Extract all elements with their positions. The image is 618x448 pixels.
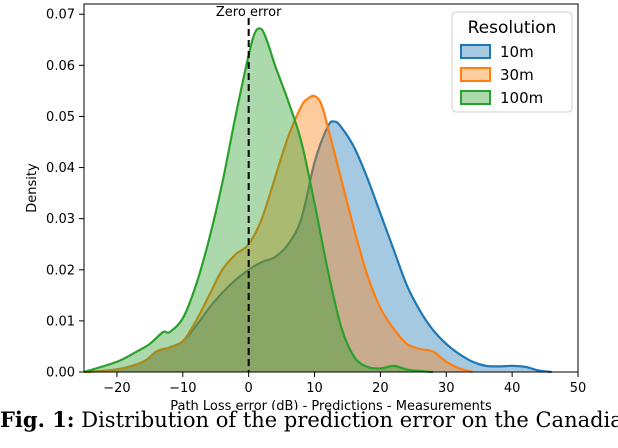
y-tick-label: 0.04 — [46, 161, 75, 176]
y-tick-label: 0.00 — [46, 366, 75, 381]
series-line-10m — [83, 120, 552, 374]
y-tick-label: 0.03 — [46, 212, 75, 227]
y-axis: 0.00 0.01 0.02 0.03 0.04 0.05 0.06 0.07 — [46, 8, 84, 381]
density-plot: Zero error −20 −10 0 10 20 30 40 50 0.000.010.0… — [25, 3, 586, 414]
series-area-10m — [84, 121, 552, 372]
legend-swatch-100m — [460, 90, 491, 105]
series-area-100m — [84, 28, 434, 372]
x-tick-label: −20 — [103, 381, 130, 396]
legend-swatch-10m — [460, 44, 491, 59]
series-layer — [83, 27, 552, 374]
legend-label-30m: 30m — [500, 66, 534, 84]
figure-caption: Fig. 1: Distribution of the prediction e… — [0, 407, 618, 448]
figure-caption-label: Fig. 1: — [0, 407, 75, 432]
legend-title: Resolution — [468, 18, 557, 38]
y-tick-label: 0.06 — [46, 59, 75, 74]
legend-label-100m: 100m — [500, 89, 543, 107]
zero-error-annotation: Zero error — [216, 5, 282, 20]
x-tick-label: 30 — [438, 381, 455, 396]
series-area-30m — [84, 95, 473, 372]
legend-entries: 10m 30m 100m — [460, 43, 543, 107]
series-line-30m — [83, 94, 473, 374]
series-line-100m — [83, 27, 434, 374]
legend-box — [451, 11, 573, 113]
y-axis-title: Density — [25, 163, 40, 213]
legend-swatch-30m — [460, 67, 491, 82]
y-tick-label: 0.02 — [46, 263, 75, 278]
x-tick-label: 40 — [504, 381, 521, 396]
x-tick-label: 20 — [372, 381, 389, 396]
x-tick-label: 10 — [306, 381, 323, 396]
x-tick-label: −10 — [169, 381, 196, 396]
legend-label-10m: 10m — [500, 43, 534, 61]
y-tick-label: 0.07 — [46, 8, 75, 23]
y-tick-label: 0.05 — [46, 110, 75, 125]
plot-frame — [83, 3, 579, 373]
x-axis: −20 −10 0 10 20 30 40 50 — [103, 372, 586, 396]
figure-caption-text: Distribution of the prediction error on … — [74, 408, 618, 432]
legend: Resolution 10m 30m 100m — [451, 11, 573, 113]
y-tick-label: 0.01 — [46, 314, 75, 329]
x-tick-label: 0 — [245, 381, 253, 396]
x-tick-label: 50 — [570, 381, 587, 396]
